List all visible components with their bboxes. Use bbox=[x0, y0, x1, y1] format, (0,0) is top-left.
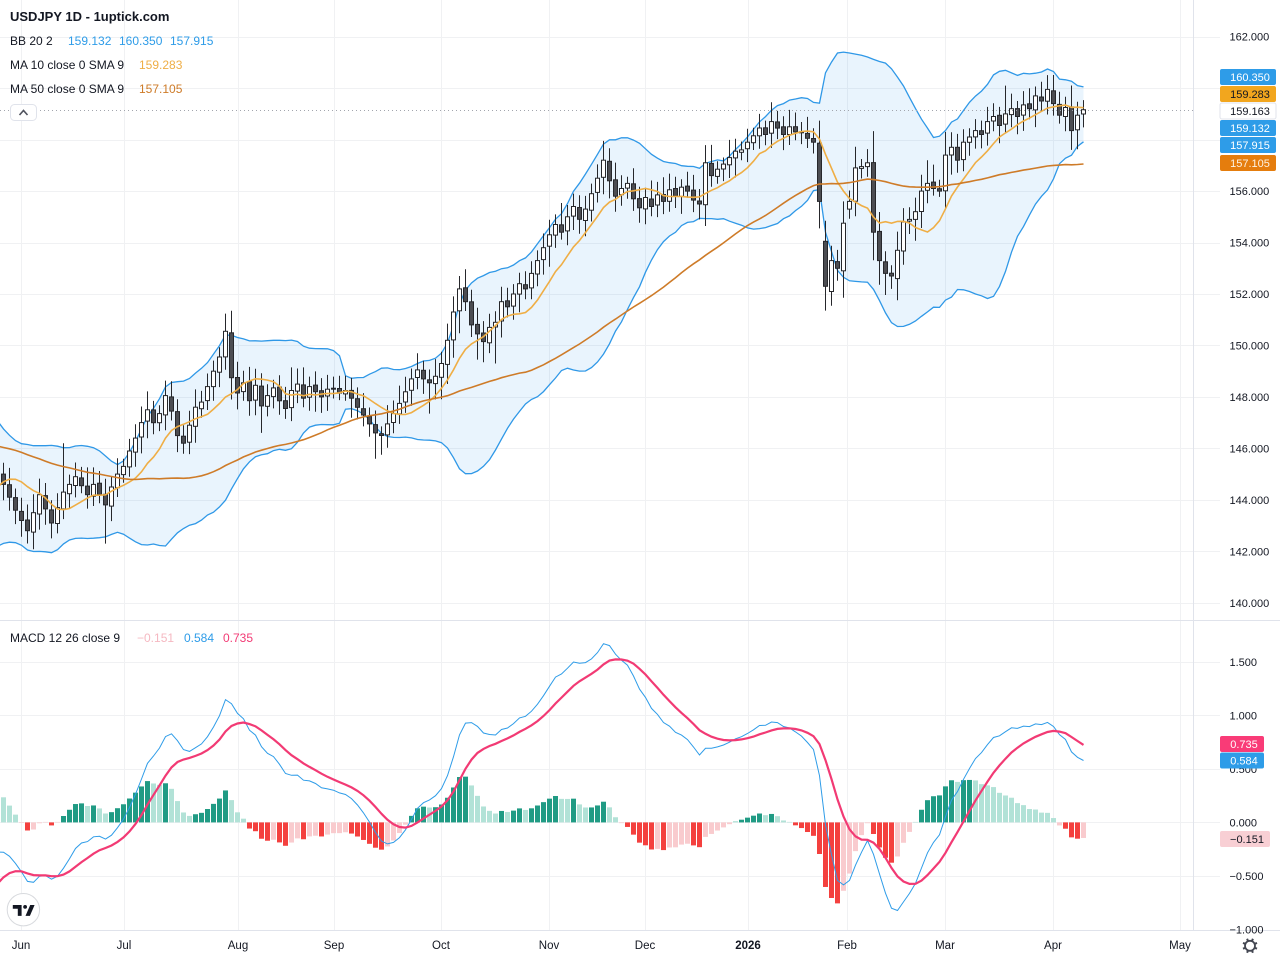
svg-text:0.584: 0.584 bbox=[1230, 756, 1258, 768]
svg-text:−1.000: −1.000 bbox=[1230, 924, 1264, 936]
svg-text:0.735: 0.735 bbox=[1230, 739, 1258, 751]
svg-text:159.132: 159.132 bbox=[1230, 123, 1270, 135]
svg-text:156.000: 156.000 bbox=[1230, 186, 1270, 198]
svg-text:144.000: 144.000 bbox=[1230, 495, 1270, 507]
svg-text:MACD 12 26 close 9: MACD 12 26 close 9 bbox=[10, 631, 120, 645]
svg-text:157.915: 157.915 bbox=[170, 34, 214, 48]
svg-text:MA 10 close 0 SMA 9: MA 10 close 0 SMA 9 bbox=[10, 58, 124, 72]
svg-text:162.000: 162.000 bbox=[1230, 32, 1270, 44]
svg-text:Dec: Dec bbox=[635, 940, 656, 952]
svg-text:159.283: 159.283 bbox=[139, 58, 183, 72]
svg-text:May: May bbox=[1169, 940, 1191, 952]
svg-text:Jun: Jun bbox=[12, 940, 31, 952]
svg-text:160.350: 160.350 bbox=[119, 34, 163, 48]
svg-text:0.000: 0.000 bbox=[1230, 817, 1258, 829]
svg-text:160.350: 160.350 bbox=[1230, 72, 1270, 84]
svg-text:−0.500: −0.500 bbox=[1230, 871, 1264, 883]
svg-text:157.915: 157.915 bbox=[1230, 140, 1270, 152]
svg-text:Aug: Aug bbox=[228, 940, 248, 952]
svg-text:2026: 2026 bbox=[735, 940, 761, 952]
svg-text:154.000: 154.000 bbox=[1230, 238, 1270, 250]
svg-text:140.000: 140.000 bbox=[1230, 598, 1270, 610]
svg-text:1.500: 1.500 bbox=[1230, 657, 1258, 669]
svg-text:142.000: 142.000 bbox=[1230, 546, 1270, 558]
svg-text:150.000: 150.000 bbox=[1230, 341, 1270, 353]
svg-text:−0.151: −0.151 bbox=[137, 631, 174, 645]
svg-text:146.000: 146.000 bbox=[1230, 443, 1270, 455]
svg-text:157.105: 157.105 bbox=[139, 82, 183, 96]
svg-text:0.584: 0.584 bbox=[184, 631, 214, 645]
svg-text:Oct: Oct bbox=[432, 940, 451, 952]
svg-text:USDJPY 1D - 1uptick.com: USDJPY 1D - 1uptick.com bbox=[10, 9, 169, 24]
svg-text:Nov: Nov bbox=[539, 940, 560, 952]
svg-text:0.735: 0.735 bbox=[223, 631, 253, 645]
svg-text:Feb: Feb bbox=[837, 940, 857, 952]
svg-text:157.105: 157.105 bbox=[1230, 158, 1270, 170]
svg-text:159.163: 159.163 bbox=[1230, 106, 1270, 118]
svg-text:148.000: 148.000 bbox=[1230, 392, 1270, 404]
svg-text:1.000: 1.000 bbox=[1230, 711, 1258, 723]
svg-text:159.283: 159.283 bbox=[1230, 89, 1270, 101]
svg-text:MA 50 close 0 SMA 9: MA 50 close 0 SMA 9 bbox=[10, 82, 124, 96]
svg-text:159.132: 159.132 bbox=[68, 34, 112, 48]
svg-text:Sep: Sep bbox=[324, 940, 344, 952]
svg-text:BB 20 2: BB 20 2 bbox=[10, 34, 53, 48]
svg-text:−0.151: −0.151 bbox=[1230, 834, 1264, 846]
svg-text:Mar: Mar bbox=[935, 940, 955, 952]
svg-text:152.000: 152.000 bbox=[1230, 289, 1270, 301]
svg-text:Jul: Jul bbox=[117, 940, 132, 952]
svg-text:Apr: Apr bbox=[1044, 940, 1062, 952]
